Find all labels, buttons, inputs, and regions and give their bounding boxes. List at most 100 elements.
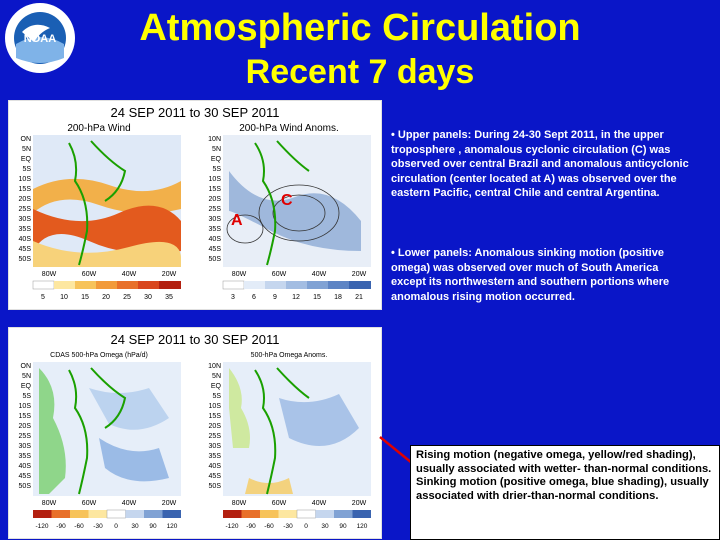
lat-label: 50S: [19, 483, 32, 490]
lat-label: EQ: [21, 383, 32, 390]
lat-label: 35S: [19, 226, 32, 233]
scale-label: 9: [273, 294, 277, 301]
lat-label: 15S: [209, 186, 222, 193]
scale-label: 15: [81, 294, 89, 301]
scale-label: -60: [74, 523, 84, 530]
lat-label: 50S: [19, 256, 32, 263]
lat-label: 15S: [209, 413, 222, 420]
anticyclone-marker-a: A: [231, 212, 243, 229]
lat-label: 25S: [19, 206, 32, 213]
lon-label: 60W: [272, 500, 287, 507]
lat-label: 10N: [208, 136, 221, 143]
scale-label: -30: [283, 523, 293, 530]
lat-label: 20S: [209, 196, 222, 203]
lower-left-map: [33, 362, 181, 496]
lat-label: 45S: [209, 246, 222, 253]
scale-label: -30: [93, 523, 103, 530]
lower-right-scale: -120 -90 -60 -30 0 30 90 120: [225, 523, 367, 530]
lat-label: 5S: [212, 393, 221, 400]
lower-left-colorbar: [33, 509, 181, 519]
scale-label: 25: [123, 294, 131, 301]
lat-label: 25S: [209, 206, 222, 213]
scale-label: 6: [252, 294, 256, 301]
lon-label: 80W: [232, 271, 247, 278]
scale-label: 35: [165, 294, 173, 301]
scale-label: 120: [357, 523, 368, 530]
lat-label: 40S: [19, 463, 32, 470]
upper-right-lat-labels: 10N 5N EQ 5S 10S 15S 20S 25S 30S 35S 40S…: [208, 136, 221, 263]
lon-label: 60W: [272, 271, 287, 278]
lat-label: EQ: [211, 383, 222, 390]
lower-right-colorbar: [223, 509, 371, 519]
lat-label: 15S: [19, 413, 32, 420]
lon-label: 40W: [122, 271, 137, 278]
lat-label: 20S: [209, 423, 222, 430]
scale-label: 20: [102, 294, 110, 301]
lon-label: 20W: [162, 500, 177, 507]
upper-right-map: C A: [223, 135, 371, 267]
lat-label: 10S: [209, 176, 222, 183]
lat-label: 5N: [212, 373, 221, 380]
lower-right-map: [223, 362, 371, 496]
lon-label: 80W: [42, 271, 57, 278]
lat-label: 5S: [22, 166, 31, 173]
lon-label: 60W: [82, 271, 97, 278]
lower-right-lat-labels: 10N 5N EQ 5S 10S 15S 20S 25S 30S 35S 40S…: [208, 363, 221, 490]
lat-label: 30S: [209, 443, 222, 450]
lat-label: ON: [21, 363, 32, 370]
lat-label: 15S: [19, 186, 32, 193]
lat-label: 45S: [209, 473, 222, 480]
lon-label: 20W: [162, 271, 177, 278]
lower-left-lon-labels: 80W 60W 40W 20W: [42, 500, 177, 507]
upper-right-scale: 3 6 9 12 15 18 21: [231, 294, 363, 301]
scale-label: 10: [60, 294, 68, 301]
lat-label: ON: [21, 136, 32, 143]
scale-label: 18: [334, 294, 342, 301]
lat-label: 40S: [209, 463, 222, 470]
lat-label: 5S: [212, 166, 221, 173]
upper-panels-description: • Upper panels: During 24-30 Sept 2011, …: [391, 129, 689, 200]
lat-label: 45S: [19, 246, 32, 253]
scale-label: -60: [264, 523, 274, 530]
scale-label: 90: [149, 523, 157, 530]
scale-label: -120: [225, 523, 238, 530]
lower-right-title: 500-hPa Omega Anoms.: [251, 352, 328, 359]
lat-label: 40S: [209, 236, 222, 243]
lon-label: 60W: [82, 500, 97, 507]
lower-left-title: CDAS 500-hPa Omega (hPa/d): [50, 352, 148, 359]
lon-label: 80W: [42, 500, 57, 507]
lon-label: 20W: [352, 271, 367, 278]
lon-label: 20W: [352, 500, 367, 507]
upper-left-lon-labels: 80W 60W 40W 20W: [42, 271, 177, 278]
lat-label: 50S: [209, 483, 222, 490]
lat-label: 10N: [208, 363, 221, 370]
scale-label: 30: [321, 523, 329, 530]
scale-label: 12: [292, 294, 300, 301]
lower-date-range: 24 SEP 2011 to 30 SEP 2011: [111, 332, 280, 347]
scale-label: -90: [246, 523, 256, 530]
lon-label: 40W: [312, 271, 327, 278]
noaa-logo: NOAA: [5, 3, 75, 73]
lat-label: 50S: [209, 256, 222, 263]
upper-right-title: 200-hPa Wind Anoms.: [239, 123, 339, 134]
lat-label: 25S: [19, 433, 32, 440]
lower-panels-description: • Lower panels: Anomalous sinking motion…: [391, 247, 670, 303]
pointer-line: [379, 436, 413, 464]
lat-label: 5S: [22, 393, 31, 400]
upper-left-lat-labels: ON 5N EQ 5S 10S 15S 20S 25S 30S 35S 40S …: [19, 136, 32, 263]
scale-label: 120: [167, 523, 178, 530]
upper-left-title: 200-hPa Wind: [67, 123, 130, 134]
scale-label: 3: [231, 294, 235, 301]
lat-label: 35S: [209, 226, 222, 233]
lower-right-lon-labels: 80W 60W 40W 20W: [232, 500, 367, 507]
upper-right-lon-labels: 80W 60W 40W 20W: [232, 271, 367, 278]
lower-panel: 24 SEP 2011 to 30 SEP 2011 CDAS 500-hPa …: [8, 327, 382, 539]
scale-label: 90: [339, 523, 347, 530]
lat-label: 35S: [209, 453, 222, 460]
lat-label: 35S: [19, 453, 32, 460]
lower-left-lat-labels: ON 5N EQ 5S 10S 15S 20S 25S 30S 35S 40S …: [19, 363, 32, 490]
rising-motion-note: Rising motion (negative omega, yellow/re…: [416, 449, 712, 475]
lat-label: 5N: [212, 146, 221, 153]
lat-label: 5N: [22, 146, 31, 153]
scale-label: 0: [304, 523, 308, 530]
